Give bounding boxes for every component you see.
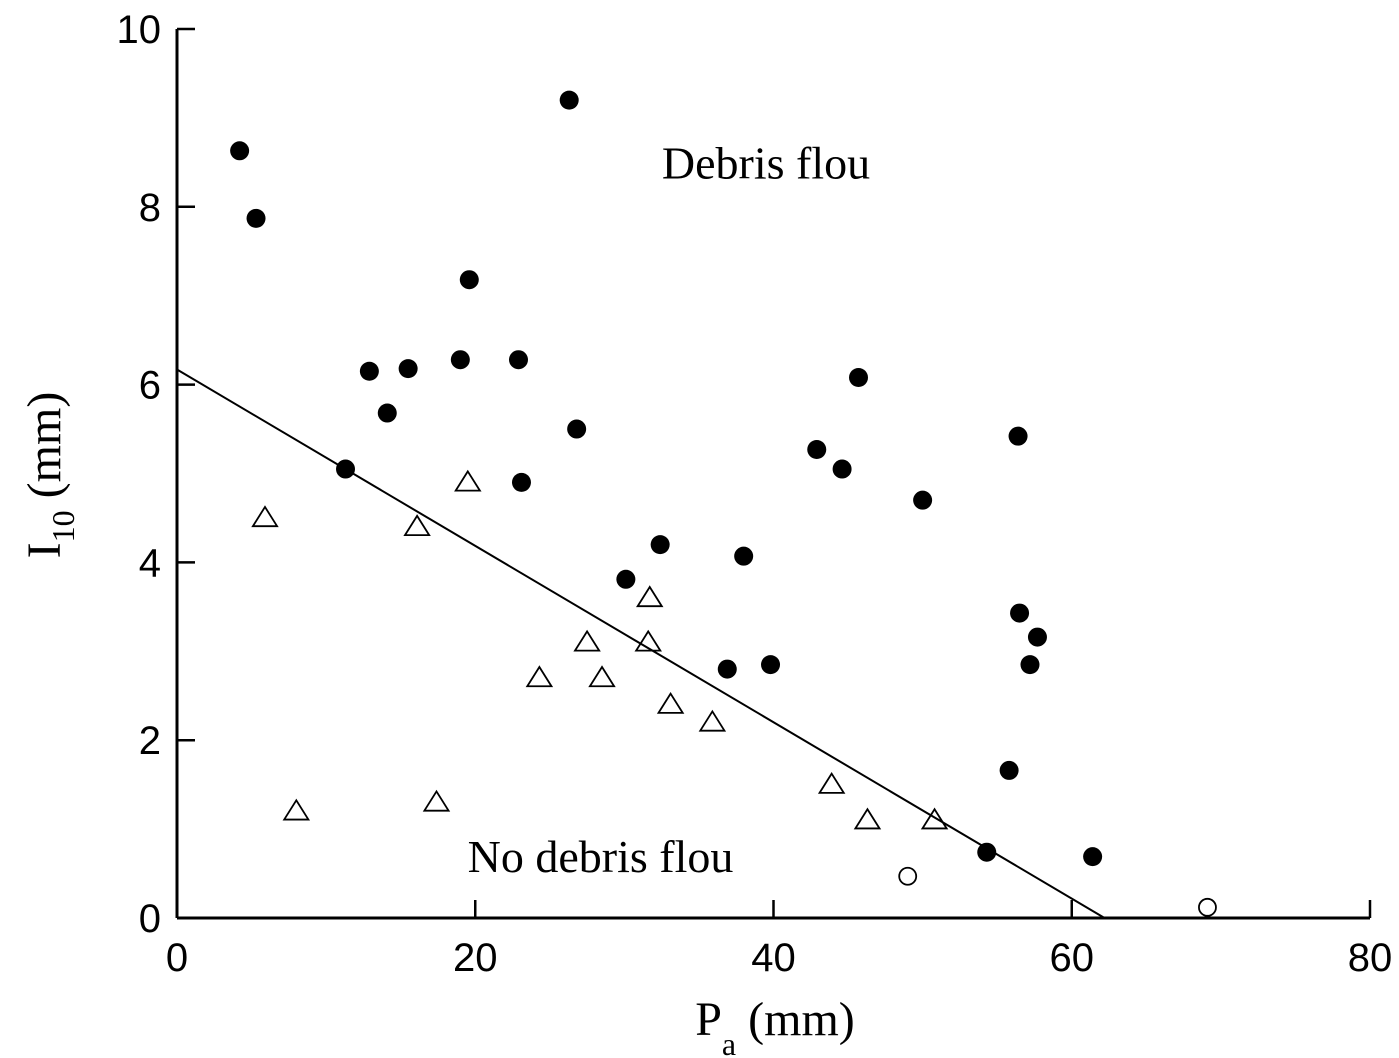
debris-flow-point	[717, 659, 737, 679]
y-tick-label: 4	[139, 541, 161, 585]
x-tick-label: 0	[166, 936, 188, 980]
debris-flow-point	[398, 359, 418, 379]
annotation-no-debris-flow: No debris flou	[468, 831, 734, 882]
labels: Debris flou No debris flou Pa (mm) I10 (…	[18, 137, 870, 1058]
debris-flow-point	[1083, 847, 1103, 867]
debris-flow-point	[913, 490, 933, 510]
no-debris-flow-point	[403, 514, 431, 536]
debris-flow-point	[650, 535, 670, 555]
no-debris-flow-point	[525, 665, 554, 688]
debris-flow-point	[1020, 655, 1040, 675]
open-circle-point	[898, 866, 918, 886]
debris-flow-point	[1008, 426, 1028, 446]
debris-flow-point	[508, 350, 528, 370]
y-axis-title: I10 (mm)	[18, 392, 81, 559]
no-debris-flow-point	[635, 585, 664, 608]
no-debris-flow-point	[588, 665, 616, 688]
no-debris-flow-point	[422, 789, 451, 812]
no-debris-flow-point	[282, 798, 311, 821]
debris-flow-point	[230, 141, 250, 161]
no-debris-flow-point	[656, 691, 685, 714]
debris-flow-point	[616, 569, 636, 589]
debris-flow-point	[849, 367, 869, 387]
debris-flow-point	[832, 459, 852, 479]
debris-flow-point	[761, 655, 781, 675]
x-axis-title-subscript: a	[722, 1026, 736, 1058]
x-tick-label: 40	[751, 936, 796, 980]
debris-flow-point	[246, 208, 266, 228]
y-tick-label: 2	[139, 719, 161, 763]
debris-flow-point	[1027, 627, 1047, 647]
debris-flow-point	[807, 439, 827, 459]
debris-flow-point	[1010, 603, 1030, 623]
y-tick-label: 10	[117, 8, 162, 52]
y-tick-label: 0	[139, 897, 161, 941]
debris-flow-point	[511, 472, 531, 492]
debris-flow-point	[336, 459, 356, 479]
no-debris-flow-point	[251, 505, 279, 528]
x-tick-label: 20	[453, 936, 498, 980]
no-debris-flow-point	[573, 629, 601, 652]
x-tick-label: 80	[1348, 936, 1393, 980]
data-points	[230, 90, 1217, 917]
no-debris-flow-point	[920, 807, 949, 830]
debris-flow-point	[359, 361, 379, 381]
no-debris-flow-point	[698, 709, 727, 732]
y-tick-label: 6	[139, 364, 161, 408]
y-tick-label: 8	[139, 186, 161, 230]
open-circle-point	[1198, 897, 1217, 917]
annotation-debris-flow: Debris flou	[662, 137, 870, 188]
y-axis-title-unit: (mm)	[18, 392, 71, 511]
debris-flow-point	[377, 403, 397, 423]
debris-flow-point	[559, 90, 579, 110]
no-debris-flow-point	[634, 629, 662, 652]
no-debris-flow-point	[454, 469, 482, 492]
y-axis-title-main: I	[18, 542, 71, 558]
x-axis-title-main: P	[695, 993, 722, 1046]
debris-flow-point	[567, 419, 587, 439]
y-axis-title-subscript: 10	[45, 510, 81, 542]
x-axis-title-unit: (mm)	[736, 993, 855, 1046]
no-debris-flow-point	[817, 771, 846, 794]
no-debris-flow-point	[853, 807, 882, 830]
debris-flow-point	[450, 350, 470, 370]
debris-flow-point	[459, 270, 479, 290]
axes: 0 20 40 60 80 0 2 4 6 8 10	[117, 8, 1393, 980]
x-tick-label: 60	[1050, 936, 1095, 980]
x-axis-title: Pa (mm)	[695, 993, 855, 1058]
debris-flow-point	[734, 546, 754, 566]
debris-flow-point	[999, 760, 1019, 780]
debris-flow-point	[977, 842, 997, 862]
